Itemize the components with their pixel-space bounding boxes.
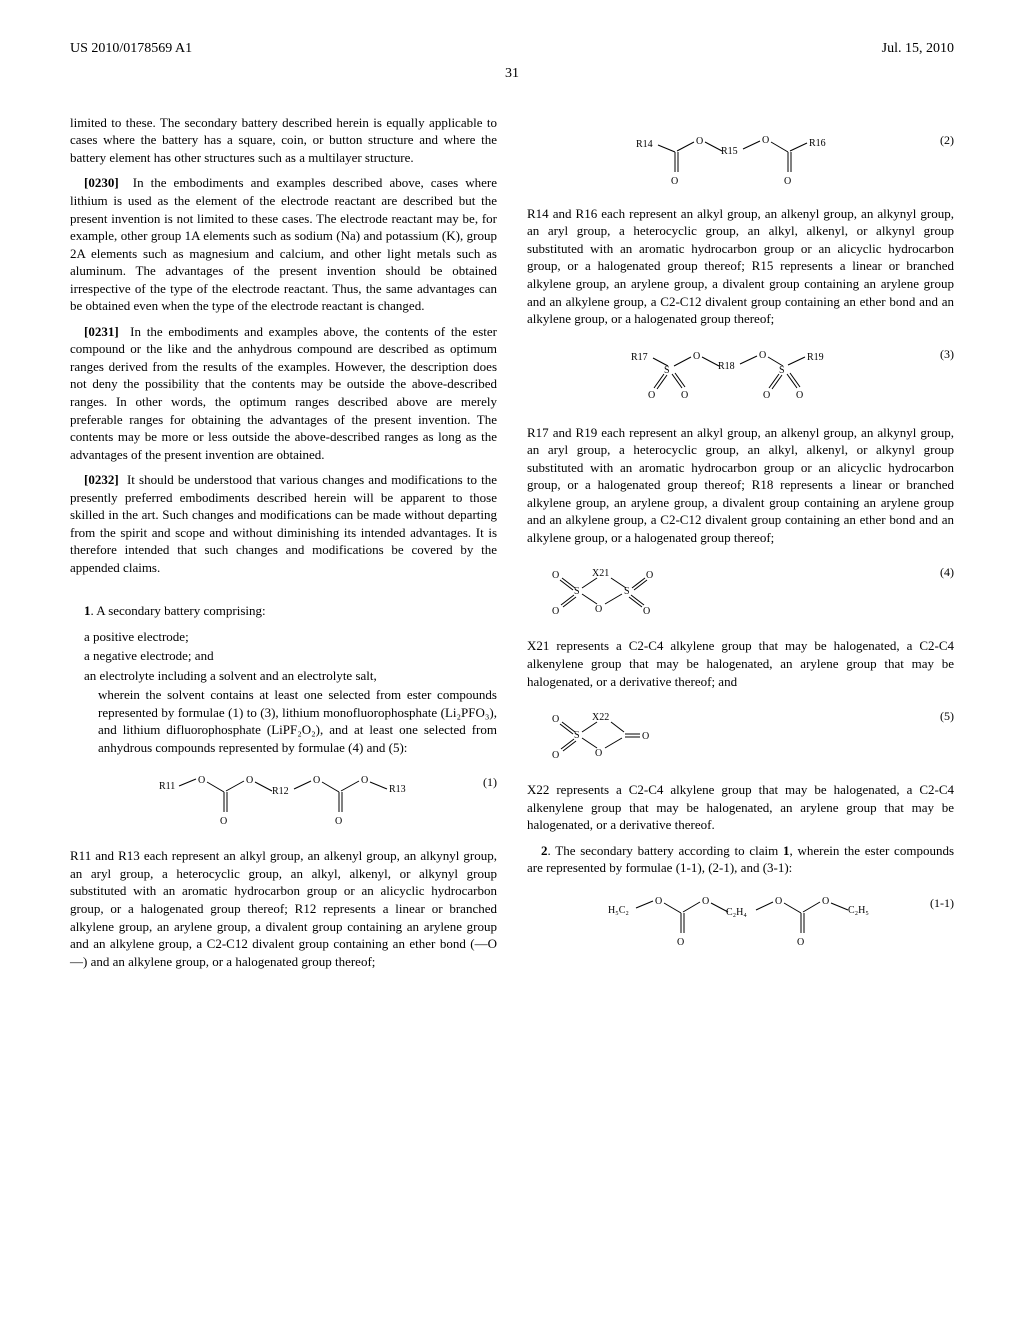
publication-number: US 2010/0178569 A1 <box>70 40 192 59</box>
svg-text:O: O <box>313 775 320 786</box>
claim-2-text: . The secondary battery according to cla… <box>548 843 784 858</box>
svg-text:O: O <box>643 606 650 617</box>
formula-1-desc: R11 and R13 each represent an alkyl grou… <box>70 847 497 970</box>
formula-3-desc: R17 and R19 each represent an alkyl grou… <box>527 424 954 547</box>
svg-text:O: O <box>595 748 602 759</box>
para-text: In the embodiments and examples describe… <box>70 175 497 313</box>
claim-1-c: an electrolyte including a solvent and a… <box>84 667 497 685</box>
formula-1-label: (1) <box>483 774 497 790</box>
svg-text:O: O <box>655 896 662 907</box>
right-column: R14 O O R15 O O <box>527 114 954 978</box>
svg-text:O: O <box>361 775 368 786</box>
svg-text:R13: R13 <box>389 784 406 795</box>
svg-text:O: O <box>335 816 342 827</box>
svg-text:O: O <box>784 176 791 187</box>
para-text: In the embodiments and examples above, t… <box>70 324 497 462</box>
claim-1-d: wherein the solvent contains at least on… <box>98 686 497 756</box>
para-number: [0230] <box>84 175 119 190</box>
svg-text:O: O <box>822 896 829 907</box>
formula-4-label: (4) <box>940 564 954 580</box>
svg-text:R18: R18 <box>718 361 735 372</box>
svg-text:O: O <box>646 570 653 581</box>
para-text: It should be understood that various cha… <box>70 472 497 575</box>
formula-3-svg: R17 S O O O R18 O <box>626 346 856 406</box>
formula-1-1-label: (1-1) <box>930 895 954 911</box>
svg-text:O: O <box>671 176 678 187</box>
svg-text:O: O <box>681 390 688 401</box>
svg-text:S: S <box>574 586 580 597</box>
formula-1-svg: R11 O O O R12 O <box>154 774 414 829</box>
svg-text:R16: R16 <box>809 138 826 149</box>
svg-text:O: O <box>595 604 602 615</box>
para-number: [0231] <box>84 324 119 339</box>
svg-text:S: S <box>574 730 580 741</box>
svg-text:O: O <box>702 896 709 907</box>
svg-text:R17: R17 <box>631 352 648 363</box>
left-column: limited to these. The secondary battery … <box>70 114 497 978</box>
svg-text:O: O <box>642 731 649 742</box>
svg-text:O: O <box>796 390 803 401</box>
formula-5-label: (5) <box>940 708 954 724</box>
svg-text:O: O <box>696 136 703 147</box>
svg-text:O: O <box>552 714 559 725</box>
paragraph-0231: [0231] In the embodiments and examples a… <box>70 323 497 463</box>
claim-1-intro: 1. A secondary battery comprising: <box>70 602 497 620</box>
formula-2-label: (2) <box>940 132 954 148</box>
svg-text:O: O <box>677 937 684 948</box>
svg-text:R12: R12 <box>272 786 289 797</box>
svg-text:O: O <box>797 937 804 948</box>
formula-1-1: H₅C₂ O O O C₂H₄ O <box>527 895 954 950</box>
page-number: 31 <box>70 65 954 84</box>
svg-text:C₂H₄: C₂H₄ <box>726 907 747 918</box>
svg-text:O: O <box>693 351 700 362</box>
formula-5-desc: X22 represents a C2-C4 alkylene group th… <box>527 781 954 834</box>
claim-2: 2. The secondary battery according to cl… <box>527 842 954 877</box>
claim-1-a: a positive electrode; <box>84 628 497 646</box>
svg-text:O: O <box>220 816 227 827</box>
svg-text:S: S <box>624 586 630 597</box>
svg-text:O: O <box>552 750 559 761</box>
svg-text:X21: X21 <box>592 568 609 579</box>
paragraph-0230: [0230] In the embodiments and examples d… <box>70 174 497 314</box>
svg-text:R14: R14 <box>636 139 653 150</box>
formula-5: O S O X22 O <box>527 708 954 763</box>
formula-1-1-svg: H₅C₂ O O O C₂H₄ O <box>606 895 876 950</box>
svg-text:R15: R15 <box>721 146 738 157</box>
svg-text:O: O <box>198 775 205 786</box>
formula-3-label: (3) <box>940 346 954 362</box>
formula-4: O S O X21 S O <box>527 564 954 619</box>
formula-2: R14 O O R15 O O <box>527 132 954 187</box>
publication-date: Jul. 15, 2010 <box>882 40 954 59</box>
formula-4-desc: X21 represents a C2-C4 alkylene group th… <box>527 637 954 690</box>
svg-text:R19: R19 <box>807 352 824 363</box>
svg-text:O: O <box>762 135 769 146</box>
svg-text:O: O <box>552 606 559 617</box>
claim-1-b: a negative electrode; and <box>84 647 497 665</box>
svg-text:O: O <box>648 390 655 401</box>
formula-2-desc: R14 and R16 each represent an alkyl grou… <box>527 205 954 328</box>
svg-text:O: O <box>246 775 253 786</box>
svg-text:O: O <box>552 570 559 581</box>
svg-text:S: S <box>664 365 670 376</box>
svg-text:R11: R11 <box>159 781 175 792</box>
claim-intro-text: . A secondary battery comprising: <box>91 603 266 618</box>
svg-text:C₂H₅: C₂H₅ <box>848 905 869 916</box>
paragraph-0232: [0232] It should be understood that vari… <box>70 471 497 576</box>
svg-text:S: S <box>779 365 785 376</box>
formula-3: R17 S O O O R18 O <box>527 346 954 406</box>
svg-text:O: O <box>759 350 766 361</box>
formula-5-svg: O S O X22 O <box>547 708 657 763</box>
formula-1: R11 O O O R12 O <box>70 774 497 829</box>
svg-text:H₅C₂: H₅C₂ <box>608 905 629 916</box>
para-number: [0232] <box>84 472 119 487</box>
paragraph-cont: limited to these. The secondary battery … <box>70 114 497 167</box>
svg-text:O: O <box>775 896 782 907</box>
svg-text:X22: X22 <box>592 712 609 723</box>
formula-2-svg: R14 O O R15 O O <box>631 132 851 187</box>
formula-4-svg: O S O X21 S O <box>547 564 667 619</box>
svg-text:O: O <box>763 390 770 401</box>
